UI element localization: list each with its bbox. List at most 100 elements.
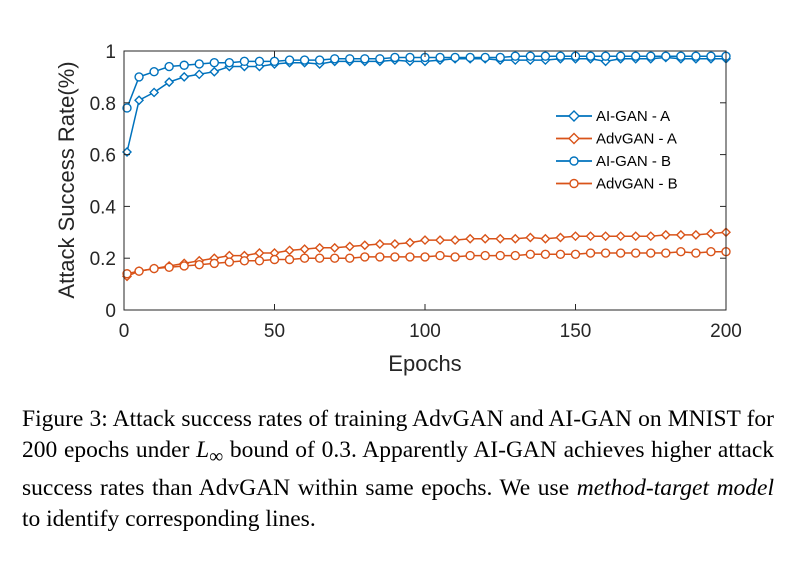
data-point bbox=[691, 51, 701, 61]
data-point bbox=[706, 51, 716, 61]
data-point bbox=[420, 252, 430, 262]
data-point bbox=[675, 229, 686, 240]
data-point bbox=[435, 52, 445, 63]
data-point bbox=[299, 253, 310, 263]
plot-layer bbox=[122, 51, 731, 282]
data-point bbox=[676, 51, 686, 61]
data-point bbox=[420, 235, 430, 246]
data-point bbox=[179, 71, 190, 82]
legend-marker bbox=[568, 132, 580, 145]
data-point bbox=[450, 235, 461, 246]
data-point bbox=[631, 248, 641, 258]
data-point bbox=[224, 257, 235, 267]
data-point bbox=[284, 245, 295, 256]
data-point bbox=[375, 252, 385, 262]
data-point bbox=[525, 249, 536, 260]
data-point bbox=[284, 254, 295, 265]
data-point bbox=[510, 250, 520, 261]
legend-label: AI-GAN - A bbox=[596, 108, 670, 125]
data-point bbox=[284, 55, 295, 65]
data-point bbox=[480, 250, 490, 261]
data-point bbox=[389, 238, 400, 249]
data-point bbox=[314, 55, 325, 65]
y-tick-label: 0.6 bbox=[90, 146, 116, 167]
data-point bbox=[450, 52, 460, 63]
y-tick-label: 0 bbox=[105, 301, 116, 322]
data-point bbox=[405, 52, 415, 63]
data-point bbox=[661, 51, 671, 61]
caption-text-3: to identify corresponding lines. bbox=[22, 505, 316, 532]
data-point bbox=[435, 235, 446, 246]
x-axis-label: Epochs bbox=[388, 351, 461, 376]
data-point bbox=[585, 231, 596, 242]
data-point bbox=[585, 51, 596, 61]
data-point bbox=[480, 233, 491, 244]
data-point bbox=[194, 69, 205, 80]
x-tick-label: 0 bbox=[119, 321, 130, 342]
data-point bbox=[209, 258, 220, 269]
data-point bbox=[149, 263, 159, 274]
data-point bbox=[149, 67, 159, 77]
data-point bbox=[239, 56, 250, 67]
legend-label: AdvGAN - A bbox=[596, 131, 677, 148]
data-point bbox=[179, 261, 189, 271]
data-point bbox=[480, 52, 490, 63]
data-point bbox=[164, 77, 175, 88]
data-point bbox=[600, 248, 611, 258]
legend-label: AI-GAN - B bbox=[596, 153, 671, 170]
data-point bbox=[495, 250, 505, 261]
data-point bbox=[615, 248, 626, 258]
legend: AI-GAN - A AdvGAN - A AI-GAN - B AdvGAN - B bbox=[548, 104, 698, 196]
line-chart: 0 50 100 150 200 0 0.2 0.4 0.6 0.8 1 Epochs Attack… bbox=[54, 42, 742, 376]
data-point bbox=[691, 248, 701, 258]
data-point bbox=[330, 253, 340, 263]
data-point bbox=[330, 54, 340, 64]
data-point bbox=[390, 252, 400, 262]
data-point bbox=[705, 228, 716, 239]
data-point bbox=[510, 51, 520, 61]
data-point bbox=[239, 256, 250, 266]
data-point bbox=[390, 52, 400, 63]
data-point bbox=[495, 52, 505, 63]
caption-text-2: bound of 0.3. Apparently AI-GAN achieves… bbox=[22, 437, 774, 501]
legend-marker bbox=[569, 156, 579, 166]
data-point bbox=[194, 59, 204, 69]
data-point bbox=[149, 87, 160, 98]
data-point bbox=[345, 54, 355, 64]
data-point bbox=[344, 241, 355, 252]
data-point bbox=[269, 254, 280, 265]
data-point bbox=[585, 248, 596, 258]
data-point bbox=[404, 237, 415, 248]
data-point bbox=[374, 238, 385, 249]
data-point bbox=[122, 103, 132, 113]
data-point bbox=[179, 60, 189, 70]
data-point bbox=[164, 61, 174, 72]
data-point bbox=[646, 51, 656, 61]
data-point bbox=[615, 51, 626, 61]
data-point bbox=[540, 233, 551, 244]
data-point bbox=[660, 229, 671, 240]
figure-caption: Figure 3: Attack success rates of traini… bbox=[22, 404, 774, 535]
data-point bbox=[122, 269, 132, 279]
data-point bbox=[676, 247, 686, 257]
data-point bbox=[299, 55, 310, 65]
data-point bbox=[209, 66, 220, 77]
data-point bbox=[690, 229, 701, 240]
data-point bbox=[254, 256, 265, 266]
x-tick-label: 50 bbox=[264, 321, 285, 342]
data-point bbox=[465, 52, 475, 63]
data-point bbox=[570, 249, 581, 260]
data-point bbox=[570, 231, 581, 242]
caption-text-1: Attack success rates of training AdvGAN … bbox=[22, 406, 774, 463]
data-point bbox=[360, 252, 370, 262]
data-point bbox=[615, 231, 626, 242]
legend-marker bbox=[568, 110, 580, 122]
data-point bbox=[510, 233, 521, 244]
caption-math-sub: ∞ bbox=[209, 446, 224, 468]
data-point bbox=[450, 252, 460, 262]
data-point bbox=[435, 250, 445, 261]
data-point bbox=[134, 72, 144, 82]
data-point bbox=[525, 51, 536, 61]
legend-label: AdvGAN - B bbox=[596, 176, 678, 193]
data-point bbox=[646, 248, 656, 258]
